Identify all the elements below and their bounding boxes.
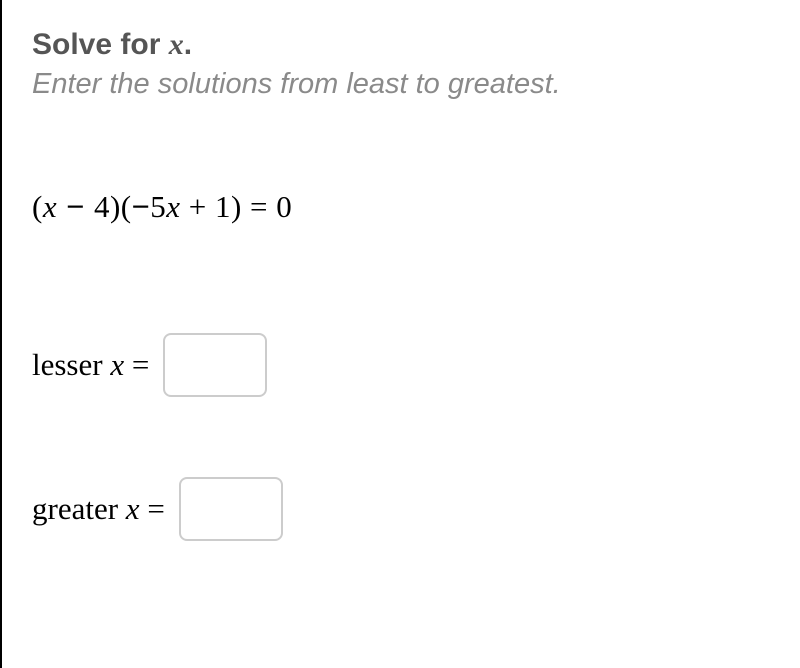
- greater-prefix: greater: [32, 491, 126, 526]
- eq-const1: 4: [94, 189, 110, 224]
- question-title: Solve for x.: [32, 28, 770, 62]
- title-prefix: Solve for: [32, 28, 169, 61]
- greater-label: greater x =: [32, 491, 165, 527]
- lesser-eq: =: [124, 347, 149, 382]
- question-subtitle: Enter the solutions from least to greate…: [32, 68, 770, 101]
- eq-var-x2: x: [166, 189, 180, 224]
- eq-paren-open: (: [32, 189, 43, 224]
- eq-paren-mid: )(: [110, 189, 132, 224]
- eq-plus: +: [180, 189, 214, 224]
- equation: (x − 4)(−5x + 1) = 0: [32, 189, 770, 225]
- greater-var: x: [126, 491, 140, 526]
- title-variable: x: [169, 28, 184, 61]
- greater-x-input[interactable]: [179, 477, 283, 541]
- eq-var-x1: x: [43, 189, 57, 224]
- lesser-row: lesser x =: [32, 333, 770, 397]
- greater-eq: =: [140, 491, 165, 526]
- eq-minus1: −: [57, 189, 94, 224]
- lesser-var: x: [110, 347, 124, 382]
- question-container: Solve for x. Enter the solutions from le…: [2, 0, 800, 651]
- title-suffix: .: [184, 28, 192, 61]
- eq-const3: 1: [215, 189, 231, 224]
- lesser-label: lesser x =: [32, 347, 149, 383]
- eq-close: ) = 0: [231, 189, 292, 224]
- eq-const2: 5: [150, 189, 166, 224]
- eq-minus2: −: [132, 189, 151, 224]
- lesser-prefix: lesser: [32, 347, 110, 382]
- greater-row: greater x =: [32, 477, 770, 541]
- lesser-x-input[interactable]: [163, 333, 267, 397]
